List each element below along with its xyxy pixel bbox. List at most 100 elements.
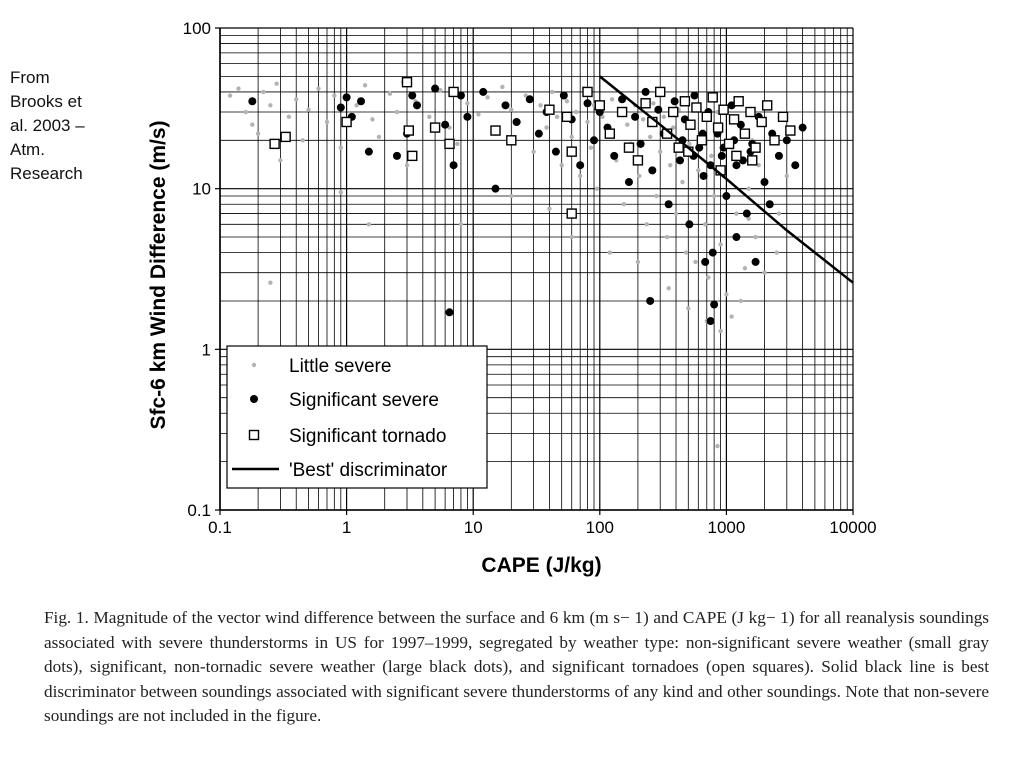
little-severe-point [394, 109, 400, 115]
significant-severe-point [654, 105, 663, 114]
significant-tornado-point [668, 106, 679, 118]
significant-tornado-point [582, 86, 593, 98]
significant-severe-point [732, 161, 741, 170]
significant-severe-point [670, 97, 679, 106]
significant-tornado-point [696, 135, 708, 146]
x-tick-label: 0.1 [208, 518, 232, 537]
little-severe-point [268, 103, 273, 108]
little-severe-point [718, 328, 723, 334]
significant-severe-point [631, 112, 640, 121]
little-severe-point [746, 216, 751, 221]
little-severe-point [696, 168, 701, 173]
significant-tornado-point [429, 122, 441, 133]
little-severe-point [278, 158, 283, 163]
little-severe-point [370, 117, 375, 122]
significant-severe-point [641, 87, 650, 96]
significant-severe-point [675, 156, 684, 165]
significant-severe-point [624, 178, 633, 187]
little-severe-point [668, 162, 673, 168]
little-severe-point [654, 193, 659, 199]
legend: Little severe Significant severe Significa… [226, 345, 488, 489]
scatter-chart: 0.1 1 10 100 1000 10000 0.1 1 10 100 Little sever… [147, 19, 877, 577]
little-severe-point [594, 186, 600, 191]
little-severe-point [756, 162, 761, 168]
little-severe-point [607, 250, 613, 255]
little-severe-point [664, 234, 670, 240]
little-severe-point [438, 88, 443, 93]
little-severe-point [569, 234, 574, 240]
little-severe-point [261, 89, 266, 95]
significant-tornado-point [269, 138, 280, 150]
significant-tornado-point [561, 111, 573, 123]
little-severe-point [776, 211, 782, 216]
little-severe-point [500, 84, 505, 90]
significant-severe-point [774, 151, 783, 160]
little-severe-point [683, 250, 689, 255]
significant-tornado-point [712, 122, 724, 133]
significant-severe-point [408, 91, 417, 100]
significant-tornado-point [718, 104, 729, 115]
legend-box [226, 345, 488, 489]
significant-tornado-point [777, 111, 789, 123]
little-severe-point [687, 141, 692, 147]
significant-severe-point [413, 101, 422, 110]
significant-tornado-point [728, 114, 740, 125]
best-discriminator-line [599, 75, 854, 284]
little-severe-point [332, 93, 337, 98]
x-tick-label: 10000 [829, 518, 876, 537]
little-severe-point [316, 86, 321, 91]
significant-severe-point [491, 184, 500, 193]
significant-tornado-point [594, 100, 605, 111]
significant-tornado-point [731, 150, 742, 162]
little-severe-point [693, 259, 698, 265]
little-severe-point [609, 97, 615, 102]
significant-severe-point [690, 91, 699, 100]
legend-little-severe-marker [251, 362, 257, 368]
little-severe-point [644, 222, 649, 227]
little-severe-point [554, 114, 560, 120]
significant-severe-point [798, 123, 807, 132]
significant-tornado-point [566, 208, 577, 219]
little-severe-point [531, 149, 536, 154]
little-severe-point [658, 149, 663, 154]
little-severe-point [647, 134, 653, 140]
little-severe-point [709, 153, 714, 159]
little-severe-point [734, 211, 739, 216]
significant-severe-point [636, 139, 645, 148]
significant-severe-point [431, 84, 440, 93]
significant-severe-point [685, 220, 694, 229]
y-axis-label: Sfc-6 km Wind Difference (m/s) [147, 120, 170, 429]
significant-severe-point [701, 257, 710, 266]
significant-tornado-point [723, 138, 735, 150]
source-note-line: Brooks et [10, 92, 82, 111]
significant-tornado-point [673, 142, 684, 153]
little-severe-point [338, 190, 344, 195]
significant-tornado-point [701, 111, 712, 123]
little-severe-point [753, 234, 758, 240]
little-severe-point [376, 134, 382, 140]
little-severe-point [686, 306, 691, 311]
significant-tornado-point [490, 125, 501, 136]
significant-tornado-point [544, 104, 555, 115]
significant-severe-point [782, 136, 791, 145]
y-tick-label: 1 [202, 340, 211, 359]
significant-severe-point [717, 151, 726, 160]
little-severe-point [286, 114, 292, 120]
significant-severe-point [590, 136, 599, 145]
significant-severe-point [706, 317, 715, 326]
legend-entry-label: Significant severe [289, 390, 439, 411]
significant-severe-point [445, 308, 454, 317]
x-tick-label: 1000 [707, 518, 745, 537]
little-severe-point [547, 206, 552, 211]
significant-severe-point [336, 103, 345, 112]
significant-severe-point [664, 200, 673, 209]
significant-severe-point [732, 233, 741, 242]
little-severe-point [564, 99, 570, 104]
significant-tornado-point [707, 92, 718, 103]
little-severe-point [300, 138, 305, 143]
legend-significant-severe-marker [250, 395, 258, 403]
little-severe-point [746, 186, 751, 191]
little-severe-point [268, 280, 273, 285]
little-severe-point [640, 117, 646, 122]
little-severe-point [742, 265, 748, 271]
